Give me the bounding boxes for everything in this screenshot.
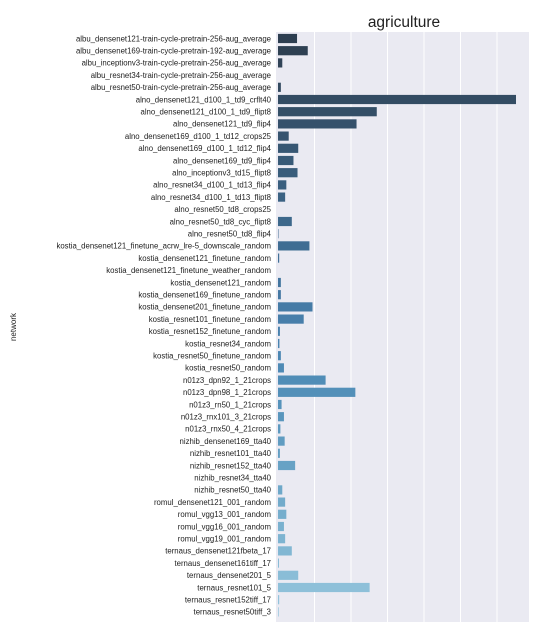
bar xyxy=(278,131,289,141)
bar xyxy=(278,412,284,422)
y-tick-label: kostia_densenet201_finetune_random xyxy=(138,303,271,312)
bar xyxy=(278,58,283,68)
bar xyxy=(278,119,357,129)
bar xyxy=(278,546,292,556)
y-tick-label: n01z3_rn50_1_21crops xyxy=(189,400,271,409)
y-tick-label: n01z3_dpn92_1_21crops xyxy=(183,376,271,385)
bar xyxy=(278,326,280,336)
y-tick-label: kostia_resnet152_finetune_random xyxy=(149,327,271,336)
y-tick-label: alno_densenet169_td9_flip4 xyxy=(173,156,272,165)
chart-title: agriculture xyxy=(368,14,440,31)
bar xyxy=(278,107,377,117)
bars-group xyxy=(278,33,516,617)
bar xyxy=(278,436,285,446)
y-tick-label: nizhib_resnet34_tta40 xyxy=(194,474,271,483)
y-tick-label: ternaus_densenet161tiff_17 xyxy=(174,559,271,568)
y-tick-label: alno_densenet121_td9_flip4 xyxy=(173,120,272,129)
bar xyxy=(278,192,286,202)
y-tick-label: romul_vgg19_001_random xyxy=(178,535,271,544)
bar xyxy=(278,607,279,617)
y-tick-label: alno_resnet34_d100_1_td13_flipt8 xyxy=(151,193,271,202)
y-tick-label: romul_densenet121_001_random xyxy=(154,498,271,507)
y-tick-label: nizhib_resnet101_tta40 xyxy=(190,449,272,458)
bar xyxy=(278,570,299,580)
bar xyxy=(278,351,281,361)
y-tick-label: kostia_resnet34_random xyxy=(185,339,271,348)
y-tick-label: n01z3_rnx101_3_21crops xyxy=(181,413,271,422)
bar xyxy=(278,448,280,458)
y-tick-label: ternaus_densenet121fbeta_17 xyxy=(165,547,271,556)
y-tick-label: kostia_resnet101_finetune_random xyxy=(149,315,271,324)
bar xyxy=(278,509,287,519)
bar xyxy=(278,82,281,92)
y-tick-label: albu_resnet34-train-cycle-pretrain-256-a… xyxy=(91,71,271,80)
y-tick-label: albu_inceptionv3-train-cycle-pretrain-25… xyxy=(82,59,271,68)
bar xyxy=(278,46,308,56)
y-tick-label: albu_densenet121-train-cycle-pretrain-25… xyxy=(76,34,271,43)
plot-background xyxy=(276,32,529,622)
bar xyxy=(278,143,299,153)
bar xyxy=(278,582,370,593)
bar xyxy=(278,595,280,605)
bar xyxy=(278,253,280,263)
y-tick-label: kostia_resnet50_random xyxy=(185,364,271,373)
y-tick-label: alno_resnet50_td8_crops25 xyxy=(174,205,271,214)
bar xyxy=(278,302,313,312)
y-tick-label: albu_densenet169-train-cycle-pretrain-19… xyxy=(76,47,271,56)
bar xyxy=(278,241,310,251)
y-tick-label: nizhib_densenet169_tta40 xyxy=(180,437,272,446)
y-tick-label: alno_densenet121_d100_1_td9_crflt40 xyxy=(136,95,272,104)
bar xyxy=(278,94,516,105)
y-axis-label: network xyxy=(9,312,18,341)
y-tick-label: alno_resnet50_td8_flip4 xyxy=(188,230,272,239)
y-tick-label: ternaus_resnet152tiff_17 xyxy=(185,596,271,605)
bar xyxy=(278,534,286,544)
bar xyxy=(278,168,298,178)
bar xyxy=(278,363,284,373)
y-tick-label: romul_vgg16_001_random xyxy=(178,522,271,531)
bar xyxy=(278,290,281,300)
grid-lines xyxy=(314,32,498,622)
y-tick-label: albu_resnet50-train-cycle-pretrain-256-a… xyxy=(91,83,271,92)
bar xyxy=(278,497,286,507)
y-tick-label: kostia_densenet121_finetune_weather_rand… xyxy=(106,266,271,275)
y-tick-label: alno_resnet50_td8_cyc_flipt8 xyxy=(170,217,271,226)
y-tick-label: ternaus_resnet50tiff_3 xyxy=(194,608,271,617)
bar xyxy=(278,338,280,349)
y-tick-label: ternaus_densenet201_5 xyxy=(187,571,272,580)
y-tick-label: kostia_resnet50_finetune_random xyxy=(153,352,271,361)
y-tick-label: nizhib_resnet152_tta40 xyxy=(190,461,272,470)
y-tick-label: kostia_densenet121_finetune_acrw_lre-5_d… xyxy=(56,242,271,251)
bar xyxy=(278,277,281,288)
y-tick-label: alno_densenet169_d100_1_td12_crops25 xyxy=(125,132,272,141)
bar xyxy=(278,375,326,385)
bar xyxy=(278,155,294,166)
bar xyxy=(278,424,281,434)
y-tick-label: kostia_densenet121_finetune_random xyxy=(138,254,271,263)
y-tick-labels: albu_densenet121-train-cycle-pretrain-25… xyxy=(56,34,271,616)
bar xyxy=(278,33,298,44)
bar xyxy=(278,399,282,410)
y-tick-label: alno_inceptionv3_td15_flipt8 xyxy=(172,169,271,178)
bar xyxy=(278,485,283,495)
bar xyxy=(278,460,296,471)
y-tick-label: n01z3_dpn98_1_21crops xyxy=(183,388,271,397)
bar xyxy=(278,387,356,397)
y-tick-label: alno_densenet169_d100_1_td12_flip4 xyxy=(138,144,271,153)
y-tick-label: nizhib_resnet50_tta40 xyxy=(194,486,271,495)
y-tick-label: romul_vgg13_001_random xyxy=(178,510,271,519)
bar xyxy=(278,216,292,227)
y-tick-label: kostia_densenet121_random xyxy=(170,278,271,287)
y-tick-label: kostia_densenet169_finetune_random xyxy=(138,291,271,300)
y-tick-label: alno_resnet34_d100_1_td13_flip4 xyxy=(153,181,272,190)
bar xyxy=(278,180,287,190)
y-tick-label: ternaus_resnet101_5 xyxy=(197,583,271,592)
bar xyxy=(278,558,279,568)
bar xyxy=(278,314,304,324)
y-tick-label: alno_densenet121_d100_1_td9_flipt8 xyxy=(140,108,271,117)
y-tick-label: n01z3_rnx50_4_21crops xyxy=(185,425,271,434)
bar xyxy=(278,521,284,532)
